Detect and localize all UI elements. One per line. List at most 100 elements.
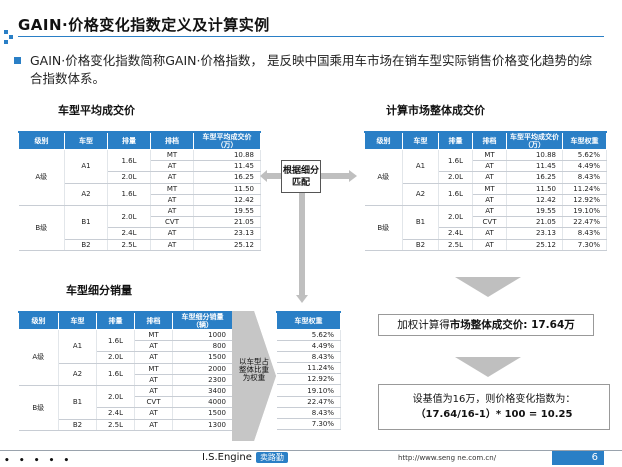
cell-gear: AT [472, 194, 507, 206]
table-row: B级 B1 2.0L AT 3400 [18, 385, 233, 431]
cell-displacement: 2.5L [96, 419, 135, 431]
table-row: A2 1.6L MT 2000 [19, 363, 233, 386]
cell-displacement: 1.6L [438, 149, 473, 173]
weighted-result-label: 市场整体成交价: [449, 319, 532, 331]
col-header-gear: 排档 [150, 131, 194, 150]
cell-model: B2 [64, 239, 108, 251]
cell-displacement: 2.0L [438, 171, 473, 184]
cell-displacement: 2.5L [107, 239, 151, 251]
cell-model: A2 [58, 363, 97, 386]
intro-paragraph: GAIN·价格变化指数简称GAIN·价格指数， 是反映中国乘用车市场在销车型实际… [14, 52, 598, 88]
cell-level: B级 [364, 205, 403, 251]
table-row: AT 12.42 12.92% [365, 194, 607, 206]
cell-weight: 7.30% [562, 239, 607, 251]
col-header-level: 级别 [18, 311, 59, 330]
table-header-row: 级别 车型 排量 排档 车型平均成交价（万） 车型权重 [364, 131, 607, 150]
cell-gear: AT [472, 205, 507, 218]
col-header-sales: 车型细分销量（辆） [172, 311, 233, 330]
cell-value: 11.50 [193, 183, 261, 195]
cell-value: 800 [172, 340, 233, 353]
weight-table: 车型权重 5.62% 4.49% 8.43% 11.24% 12.92% 19.10% 22… [276, 311, 341, 431]
cell-value: 23.13 [506, 227, 563, 240]
col-header-gear: 排档 [134, 311, 173, 330]
col-header-displacement: 排量 [438, 131, 473, 150]
cell-value: 11.45 [506, 160, 563, 173]
cell-value: 4000 [172, 396, 233, 409]
cell-displacement: 2.4L [438, 227, 473, 240]
table-row: 7.30% [276, 418, 341, 431]
cell-model: B1 [58, 385, 97, 420]
cell-gear: CVT [134, 396, 173, 409]
cell-gear: MT [150, 149, 194, 162]
cell-weight: 22.47% [562, 216, 607, 229]
table-row: AT 11.45 4.49% [365, 160, 607, 173]
cell-value: 1500 [172, 351, 233, 364]
arrow-down-icon [296, 193, 308, 303]
col-header-model: 车型 [402, 131, 439, 150]
cell-displacement: 1.6L [96, 363, 135, 386]
footer-url[interactable]: http://www.seng ne.com.cn/ [398, 454, 497, 462]
down-chevron-icon [455, 357, 521, 377]
table-row: 4.49% [276, 340, 341, 352]
cell-weight: 5.62% [562, 149, 607, 162]
cell-gear: AT [134, 419, 173, 431]
table-header-row: 级别 车型 排量 排档 车型细分销量（辆） [18, 311, 233, 330]
brand-name: I.S.Engine [202, 452, 252, 463]
cell-value: 1300 [172, 419, 233, 431]
cell-gear: AT [134, 374, 173, 386]
cell-weight: 8.43% [562, 227, 607, 240]
cell-gear: CVT [472, 216, 507, 229]
col-header-displacement: 排量 [107, 131, 151, 150]
col-header-weight: 车型权重 [562, 131, 607, 150]
table-row: B级 B1 2.0L AT 19.55 19.10% [364, 205, 607, 251]
segment-sales-table: 级别 车型 排量 排档 车型细分销量（辆） A级 A1 1.6L MT 1000 AT 80… [18, 311, 233, 431]
intro-text: GAIN·价格变化指数简称GAIN·价格指数， 是反映中国乘用车市场在销车型实际… [30, 53, 592, 86]
section-title-segment-sales: 车型细分销量 [66, 284, 132, 297]
cell-gear: MT [472, 183, 507, 195]
table-row: B2 2.5L AT 25.12 [19, 239, 261, 251]
cell-displacement: 2.0L [96, 385, 135, 409]
table-row: 2.4L AT 23.13 [19, 227, 261, 240]
arrow-left-icon [260, 170, 282, 182]
cell-value: 12.42 [193, 194, 261, 206]
weighted-result-value: 17.64万 [531, 319, 575, 331]
cell-model: A1 [58, 329, 97, 364]
footer-dots: • • • • • [4, 456, 73, 466]
cell-model: B1 [64, 205, 108, 240]
cell-value: 21.05 [506, 216, 563, 229]
down-chevron-icon [455, 277, 521, 297]
weighted-result-box: 加权计算得市场整体成交价: 17.64万 [378, 314, 594, 336]
cell-value: 16.25 [506, 171, 563, 184]
cell-value: 1000 [172, 329, 233, 342]
cell-model: A1 [64, 149, 108, 184]
title-underline [18, 36, 604, 37]
cell-displacement: 2.0L [438, 205, 473, 229]
table-row: B2 2.5L AT 1300 [19, 419, 233, 431]
cell-displacement: 1.6L [107, 149, 151, 173]
weighted-result-prefix: 加权计算得 [397, 319, 450, 331]
table-row: 11.24% [276, 362, 341, 375]
table-row: AT 12.42 [19, 194, 261, 206]
table-row: 19.10% [276, 384, 341, 397]
page-number: 6 [552, 451, 604, 465]
cell-gear: AT [134, 407, 173, 420]
price-index-line1: 设基值为16万，则价格变化指数为： [412, 394, 576, 405]
cell-model: B1 [402, 205, 439, 240]
col-header-model: 车型 [58, 311, 97, 330]
cell-gear: AT [472, 171, 507, 184]
page-title: GAIN·价格变化指数定义及计算实例 [18, 16, 270, 34]
cell-gear: AT [472, 227, 507, 240]
cell-gear: MT [150, 183, 194, 195]
cell-gear: AT [150, 227, 194, 240]
cell-gear: AT [150, 194, 194, 206]
cell-model: A1 [402, 149, 439, 184]
cell-weight: 8.43% [276, 407, 341, 420]
cell-value: 3400 [172, 385, 233, 398]
cell-gear: MT [134, 363, 173, 375]
cell-level: A级 [18, 149, 65, 206]
cell-weight: 4.49% [276, 340, 341, 352]
cell-weight: 5.62% [276, 329, 341, 341]
col-header-displacement: 排量 [96, 311, 135, 330]
cell-gear: MT [134, 329, 173, 342]
cell-model: A2 [64, 183, 108, 206]
